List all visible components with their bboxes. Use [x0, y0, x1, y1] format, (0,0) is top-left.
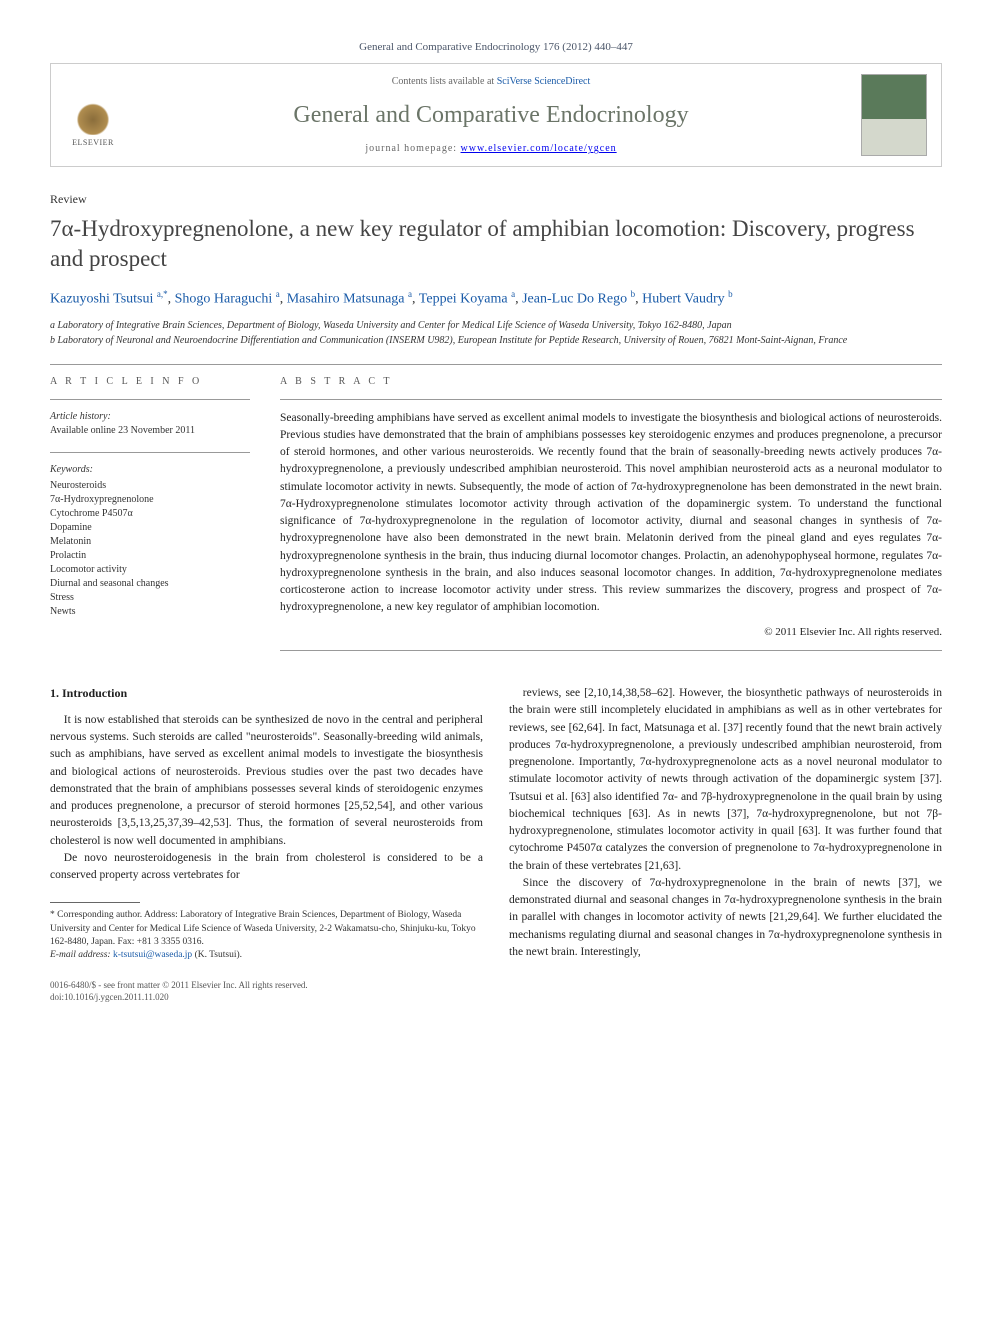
footer-issn: 0016-6480/$ - see front matter © 2011 El…	[50, 979, 942, 992]
author-link[interactable]: Teppei Koyama	[419, 292, 508, 307]
elsevier-label: ELSEVIER	[72, 137, 114, 148]
author-link[interactable]: Hubert Vaudry	[642, 292, 725, 307]
divider	[50, 452, 250, 453]
keyword-item: Melatonin	[50, 535, 250, 549]
history-text: Available online 23 November 2011	[50, 424, 250, 438]
abstract-heading: A B S T R A C T	[280, 375, 942, 389]
corresponding-author-note: * Corresponding author. Address: Laborat…	[50, 909, 483, 949]
author-link[interactable]: Jean-Luc Do Rego	[522, 292, 627, 307]
body-paragraph: De novo neurosteroidogenesis in the brai…	[50, 850, 483, 885]
author-link[interactable]: Masahiro Matsunaga	[287, 292, 405, 307]
footnote-separator	[50, 902, 140, 903]
keywords-label: Keywords:	[50, 463, 250, 477]
contents-prefix: Contents lists available at	[392, 76, 497, 87]
authors-list: Kazuyoshi Tsutsui a,*, Shogo Haraguchi a…	[50, 288, 942, 310]
body-paragraph: reviews, see [2,10,14,38,58–62]. However…	[509, 685, 942, 875]
intro-heading: 1. Introduction	[50, 685, 483, 702]
keyword-item: 7α-Hydroxypregnenolone	[50, 493, 250, 507]
email-author-name: (K. Tsutsui).	[195, 950, 242, 960]
keyword-item: Locomotor activity	[50, 563, 250, 577]
journal-name: General and Comparative Endocrinology	[133, 99, 849, 133]
body-paragraph: It is now established that steroids can …	[50, 712, 483, 850]
contents-line: Contents lists available at SciVerse Sci…	[133, 75, 849, 89]
footer-doi: doi:10.1016/j.ygcen.2011.11.020	[50, 991, 942, 1004]
elsevier-tree-icon	[71, 91, 115, 135]
history-label: Article history:	[50, 410, 250, 424]
keyword-item: Dopamine	[50, 521, 250, 535]
email-link[interactable]: k-tsutsui@waseda.jp	[113, 950, 192, 960]
homepage-line: journal homepage: www.elsevier.com/locat…	[133, 142, 849, 156]
article-info-heading: A R T I C L E I N F O	[50, 375, 250, 389]
keywords-list: Neurosteroids7α-HydroxypregnenoloneCytoc…	[50, 479, 250, 619]
divider	[280, 399, 942, 400]
keyword-item: Newts	[50, 605, 250, 619]
affiliations: a Laboratory of Integrative Brain Scienc…	[50, 318, 942, 348]
abstract-text: Seasonally-breeding amphibians have serv…	[280, 410, 942, 617]
journal-cover-thumbnail	[861, 74, 927, 156]
elsevier-logo: ELSEVIER	[65, 82, 121, 148]
sciencedirect-link[interactable]: SciVerse ScienceDirect	[497, 76, 591, 87]
journal-header-box: ELSEVIER Contents lists available at Sci…	[50, 63, 942, 167]
affiliation-a: a Laboratory of Integrative Brain Scienc…	[50, 318, 942, 333]
divider	[280, 650, 942, 651]
affiliation-b: b Laboratory of Neuronal and Neuroendocr…	[50, 333, 942, 348]
author-link[interactable]: Kazuyoshi Tsutsui	[50, 292, 153, 307]
review-label: Review	[50, 191, 942, 208]
keyword-item: Neurosteroids	[50, 479, 250, 493]
author-link[interactable]: Shogo Haraguchi	[175, 292, 273, 307]
keyword-item: Prolactin	[50, 549, 250, 563]
divider	[50, 364, 942, 365]
keyword-item: Cytochrome P4507α	[50, 507, 250, 521]
copyright-abstract: © 2011 Elsevier Inc. All rights reserved…	[280, 625, 942, 640]
body-paragraph: Since the discovery of 7α-hydroxypregnen…	[509, 875, 942, 961]
email-label: E-mail address:	[50, 950, 111, 960]
header-citation: General and Comparative Endocrinology 17…	[50, 40, 942, 55]
keyword-item: Stress	[50, 591, 250, 605]
email-footnote: E-mail address: k-tsutsui@waseda.jp (K. …	[50, 949, 483, 962]
article-title: 7α-Hydroxypregnenolone, a new key regula…	[50, 214, 942, 274]
divider	[50, 399, 250, 400]
homepage-prefix: journal homepage:	[365, 143, 460, 154]
homepage-link[interactable]: www.elsevier.com/locate/ygcen	[461, 143, 617, 154]
keyword-item: Diurnal and seasonal changes	[50, 577, 250, 591]
